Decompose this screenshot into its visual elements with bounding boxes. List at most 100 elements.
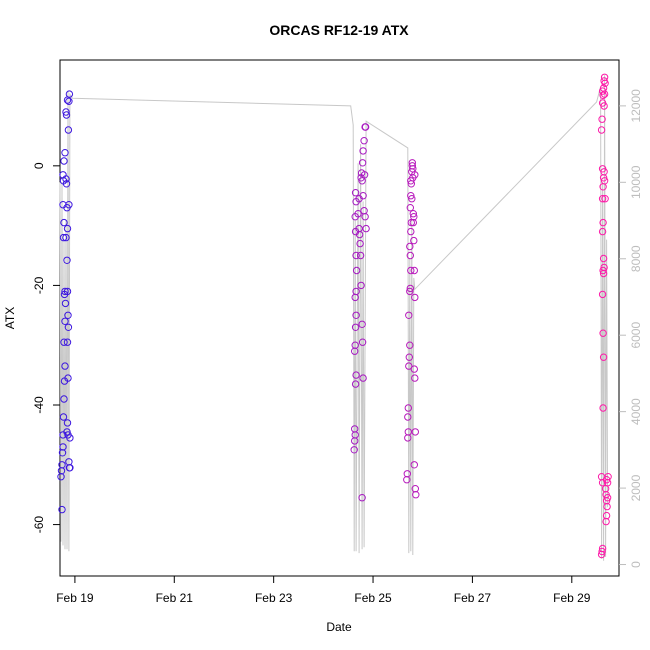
data-point bbox=[600, 102, 608, 110]
data-point bbox=[407, 227, 415, 236]
data-point bbox=[351, 189, 360, 197]
data-point bbox=[411, 428, 419, 436]
data-point bbox=[66, 434, 74, 442]
y-tick-label: -20 bbox=[32, 276, 46, 294]
y2-tick-label: 10000 bbox=[629, 165, 643, 199]
data-point bbox=[404, 404, 412, 412]
x-tick-label: Feb 25 bbox=[354, 591, 392, 605]
data-point bbox=[355, 195, 363, 203]
data-point bbox=[597, 126, 606, 134]
data-point bbox=[599, 254, 608, 263]
data-point bbox=[599, 404, 607, 412]
data-point bbox=[600, 177, 609, 185]
x-tick-label: Feb 27 bbox=[454, 591, 492, 605]
data-point bbox=[598, 115, 606, 123]
data-point bbox=[360, 171, 369, 179]
x-axis-label: Date bbox=[326, 620, 352, 634]
data-point bbox=[352, 266, 361, 275]
data-point bbox=[410, 461, 418, 469]
data-point bbox=[63, 256, 71, 264]
data-point bbox=[600, 90, 609, 98]
data-point bbox=[404, 413, 412, 421]
data-point bbox=[351, 431, 359, 439]
data-point bbox=[63, 428, 71, 436]
data-point bbox=[61, 362, 69, 370]
data-point bbox=[60, 395, 68, 403]
data-point bbox=[360, 207, 368, 215]
data-point bbox=[358, 159, 367, 167]
data-point bbox=[408, 162, 416, 170]
data-point bbox=[599, 353, 608, 361]
atx-points-layer bbox=[57, 73, 612, 559]
data-point bbox=[408, 195, 416, 203]
y-axis-label: ATX bbox=[3, 307, 17, 329]
data-point bbox=[410, 266, 418, 275]
data-point bbox=[361, 213, 369, 221]
data-point bbox=[406, 242, 414, 251]
data-point bbox=[61, 299, 70, 308]
data-point bbox=[411, 374, 419, 382]
data-point bbox=[352, 287, 360, 296]
data-point bbox=[358, 177, 366, 185]
data-point bbox=[407, 192, 415, 200]
data-point bbox=[412, 491, 420, 499]
data-point bbox=[350, 446, 358, 454]
data-point bbox=[64, 323, 73, 331]
data-point bbox=[603, 494, 612, 502]
data-point bbox=[598, 290, 607, 299]
data-point bbox=[411, 293, 419, 302]
data-point bbox=[598, 195, 607, 203]
y-tick-label: -60 bbox=[32, 516, 46, 534]
y-axis-right: 0 2000 4000 6000 8000 10000 12000 bbox=[619, 89, 643, 568]
data-point bbox=[62, 111, 71, 119]
data-point bbox=[62, 233, 70, 242]
data-point bbox=[352, 311, 360, 319]
y2-tick-label: 6000 bbox=[629, 322, 643, 349]
data-point bbox=[58, 505, 66, 514]
data-point bbox=[351, 380, 360, 388]
data-point bbox=[358, 494, 366, 502]
data-point bbox=[600, 263, 608, 272]
data-point bbox=[351, 323, 360, 331]
data-point bbox=[405, 353, 413, 361]
data-point bbox=[354, 210, 362, 218]
data-point bbox=[405, 311, 413, 319]
y-axis-left: -60 -40 -20 0 bbox=[32, 162, 60, 533]
data-point bbox=[405, 362, 413, 370]
data-point bbox=[410, 236, 418, 245]
data-point bbox=[64, 374, 72, 382]
data-point bbox=[601, 79, 609, 88]
data-point bbox=[409, 210, 417, 218]
data-point bbox=[63, 224, 72, 233]
data-point bbox=[408, 159, 416, 167]
data-point bbox=[59, 443, 67, 451]
data-point bbox=[358, 320, 366, 328]
data-point bbox=[406, 204, 414, 212]
data-point bbox=[62, 175, 70, 183]
data-point bbox=[598, 544, 607, 553]
data-point bbox=[406, 251, 414, 260]
data-point bbox=[58, 461, 66, 469]
data-point bbox=[62, 180, 71, 188]
data-point bbox=[599, 266, 607, 275]
data-point bbox=[604, 473, 612, 481]
data-point bbox=[359, 147, 367, 155]
y-tick-label: -40 bbox=[32, 396, 46, 414]
x-tick-label: Feb 29 bbox=[553, 591, 591, 605]
data-point bbox=[601, 195, 609, 203]
data-point bbox=[64, 311, 72, 319]
data-point bbox=[403, 470, 411, 478]
y2-tick-label: 4000 bbox=[629, 398, 643, 425]
data-point bbox=[356, 251, 365, 260]
data-point bbox=[406, 287, 414, 296]
plot-frame bbox=[59, 59, 620, 577]
data-point bbox=[352, 251, 360, 260]
y2-tick-label: 8000 bbox=[629, 245, 643, 272]
data-point bbox=[599, 329, 607, 337]
data-point bbox=[357, 281, 365, 290]
y-tick-label: 0 bbox=[32, 162, 46, 169]
data-point bbox=[602, 511, 611, 520]
data-point bbox=[59, 413, 68, 421]
x-axis: Feb 19 Feb 21 Feb 23 Feb 25 Feb 27 Feb 29 bbox=[56, 576, 591, 605]
